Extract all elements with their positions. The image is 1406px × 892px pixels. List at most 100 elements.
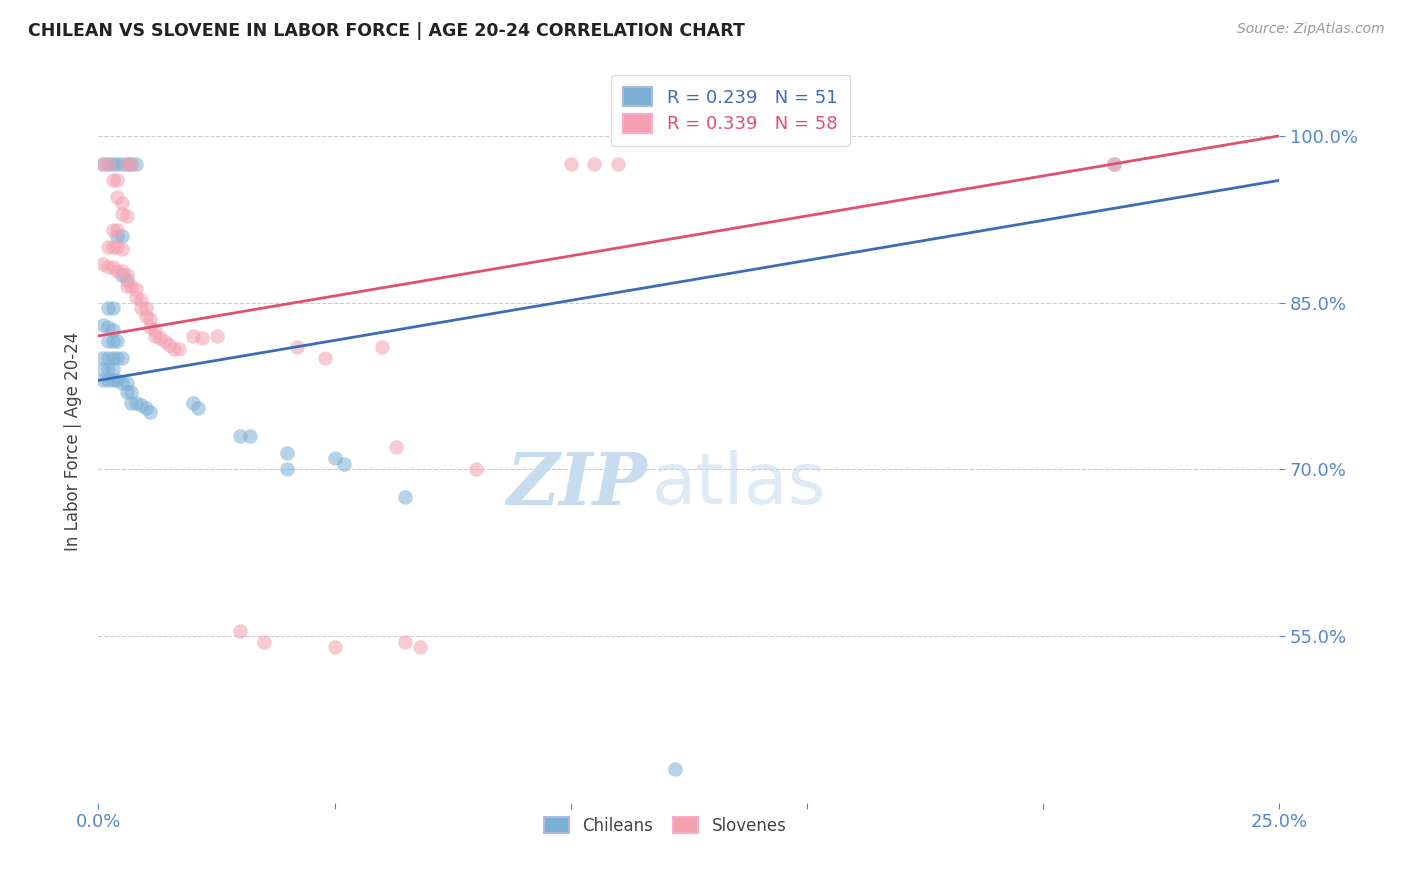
- Point: [121, 156, 143, 170]
- Point: [105, 156, 128, 170]
- Point: [121, 156, 143, 170]
- Point: [111, 195, 134, 210]
- Point: [91, 156, 114, 170]
- Point: [97, 156, 120, 170]
- Point: [139, 312, 162, 326]
- Point: [276, 462, 298, 476]
- Point: [101, 156, 124, 170]
- Point: [181, 329, 204, 343]
- Point: [139, 320, 162, 334]
- Point: [191, 331, 214, 345]
- Point: [111, 228, 134, 243]
- Point: [153, 334, 176, 349]
- Point: [115, 384, 138, 399]
- Point: [101, 173, 124, 187]
- Point: [91, 257, 114, 271]
- Point: [105, 173, 128, 187]
- Point: [394, 490, 416, 504]
- Text: Source: ZipAtlas.com: Source: ZipAtlas.com: [1237, 22, 1385, 37]
- Text: CHILEAN VS SLOVENE IN LABOR FORCE | AGE 20-24 CORRELATION CHART: CHILEAN VS SLOVENE IN LABOR FORCE | AGE …: [28, 22, 745, 40]
- Point: [115, 279, 138, 293]
- Point: [125, 156, 148, 170]
- Point: [394, 634, 416, 648]
- Point: [607, 156, 630, 170]
- Point: [129, 301, 152, 315]
- Point: [91, 318, 114, 332]
- Point: [97, 334, 120, 349]
- Point: [276, 445, 298, 459]
- Point: [105, 190, 128, 204]
- Point: [314, 351, 336, 366]
- Y-axis label: In Labor Force | Age 20-24: In Labor Force | Age 20-24: [63, 332, 82, 551]
- Legend: Chileans, Slovenes: Chileans, Slovenes: [537, 810, 793, 841]
- Point: [163, 343, 186, 357]
- Point: [129, 398, 152, 412]
- Point: [91, 156, 114, 170]
- Point: [121, 395, 143, 409]
- Point: [229, 429, 252, 443]
- Point: [143, 323, 166, 337]
- Point: [125, 395, 148, 409]
- Point: [139, 404, 162, 418]
- Point: [91, 351, 114, 366]
- Point: [101, 301, 124, 315]
- Point: [111, 376, 134, 390]
- Point: [91, 373, 114, 387]
- Point: [385, 440, 408, 454]
- Point: [560, 156, 582, 170]
- Point: [333, 457, 356, 471]
- Point: [97, 240, 120, 254]
- Point: [583, 156, 606, 170]
- Point: [105, 334, 128, 349]
- Point: [115, 376, 138, 390]
- Point: [97, 362, 120, 376]
- Point: [157, 338, 180, 352]
- Point: [323, 640, 346, 655]
- Text: ZIP: ZIP: [506, 450, 648, 520]
- Point: [91, 362, 114, 376]
- Point: [111, 156, 134, 170]
- Point: [111, 242, 134, 256]
- Point: [121, 279, 143, 293]
- Point: [101, 351, 124, 366]
- Point: [167, 343, 190, 357]
- Point: [135, 309, 157, 323]
- Point: [239, 429, 262, 443]
- Point: [105, 228, 128, 243]
- Point: [101, 260, 124, 274]
- Point: [105, 240, 128, 254]
- Point: [111, 264, 134, 278]
- Point: [125, 290, 148, 304]
- Point: [115, 156, 138, 170]
- Point: [129, 293, 152, 308]
- Point: [97, 260, 120, 274]
- Point: [115, 273, 138, 287]
- Point: [101, 240, 124, 254]
- Point: [371, 340, 394, 354]
- Point: [97, 320, 120, 334]
- Point: [1102, 156, 1125, 170]
- Point: [97, 351, 120, 366]
- Point: [101, 362, 124, 376]
- Point: [323, 451, 346, 466]
- Point: [105, 264, 128, 278]
- Point: [115, 268, 138, 282]
- Point: [97, 301, 120, 315]
- Text: atlas: atlas: [651, 450, 825, 519]
- Point: [253, 634, 276, 648]
- Point: [101, 373, 124, 387]
- Point: [121, 384, 143, 399]
- Point: [101, 323, 124, 337]
- Point: [101, 334, 124, 349]
- Point: [149, 331, 172, 345]
- Point: [135, 401, 157, 416]
- Point: [105, 351, 128, 366]
- Point: [205, 329, 228, 343]
- Point: [111, 351, 134, 366]
- Point: [135, 301, 157, 315]
- Point: [105, 373, 128, 387]
- Point: [111, 207, 134, 221]
- Point: [115, 209, 138, 223]
- Point: [115, 156, 138, 170]
- Point: [1102, 156, 1125, 170]
